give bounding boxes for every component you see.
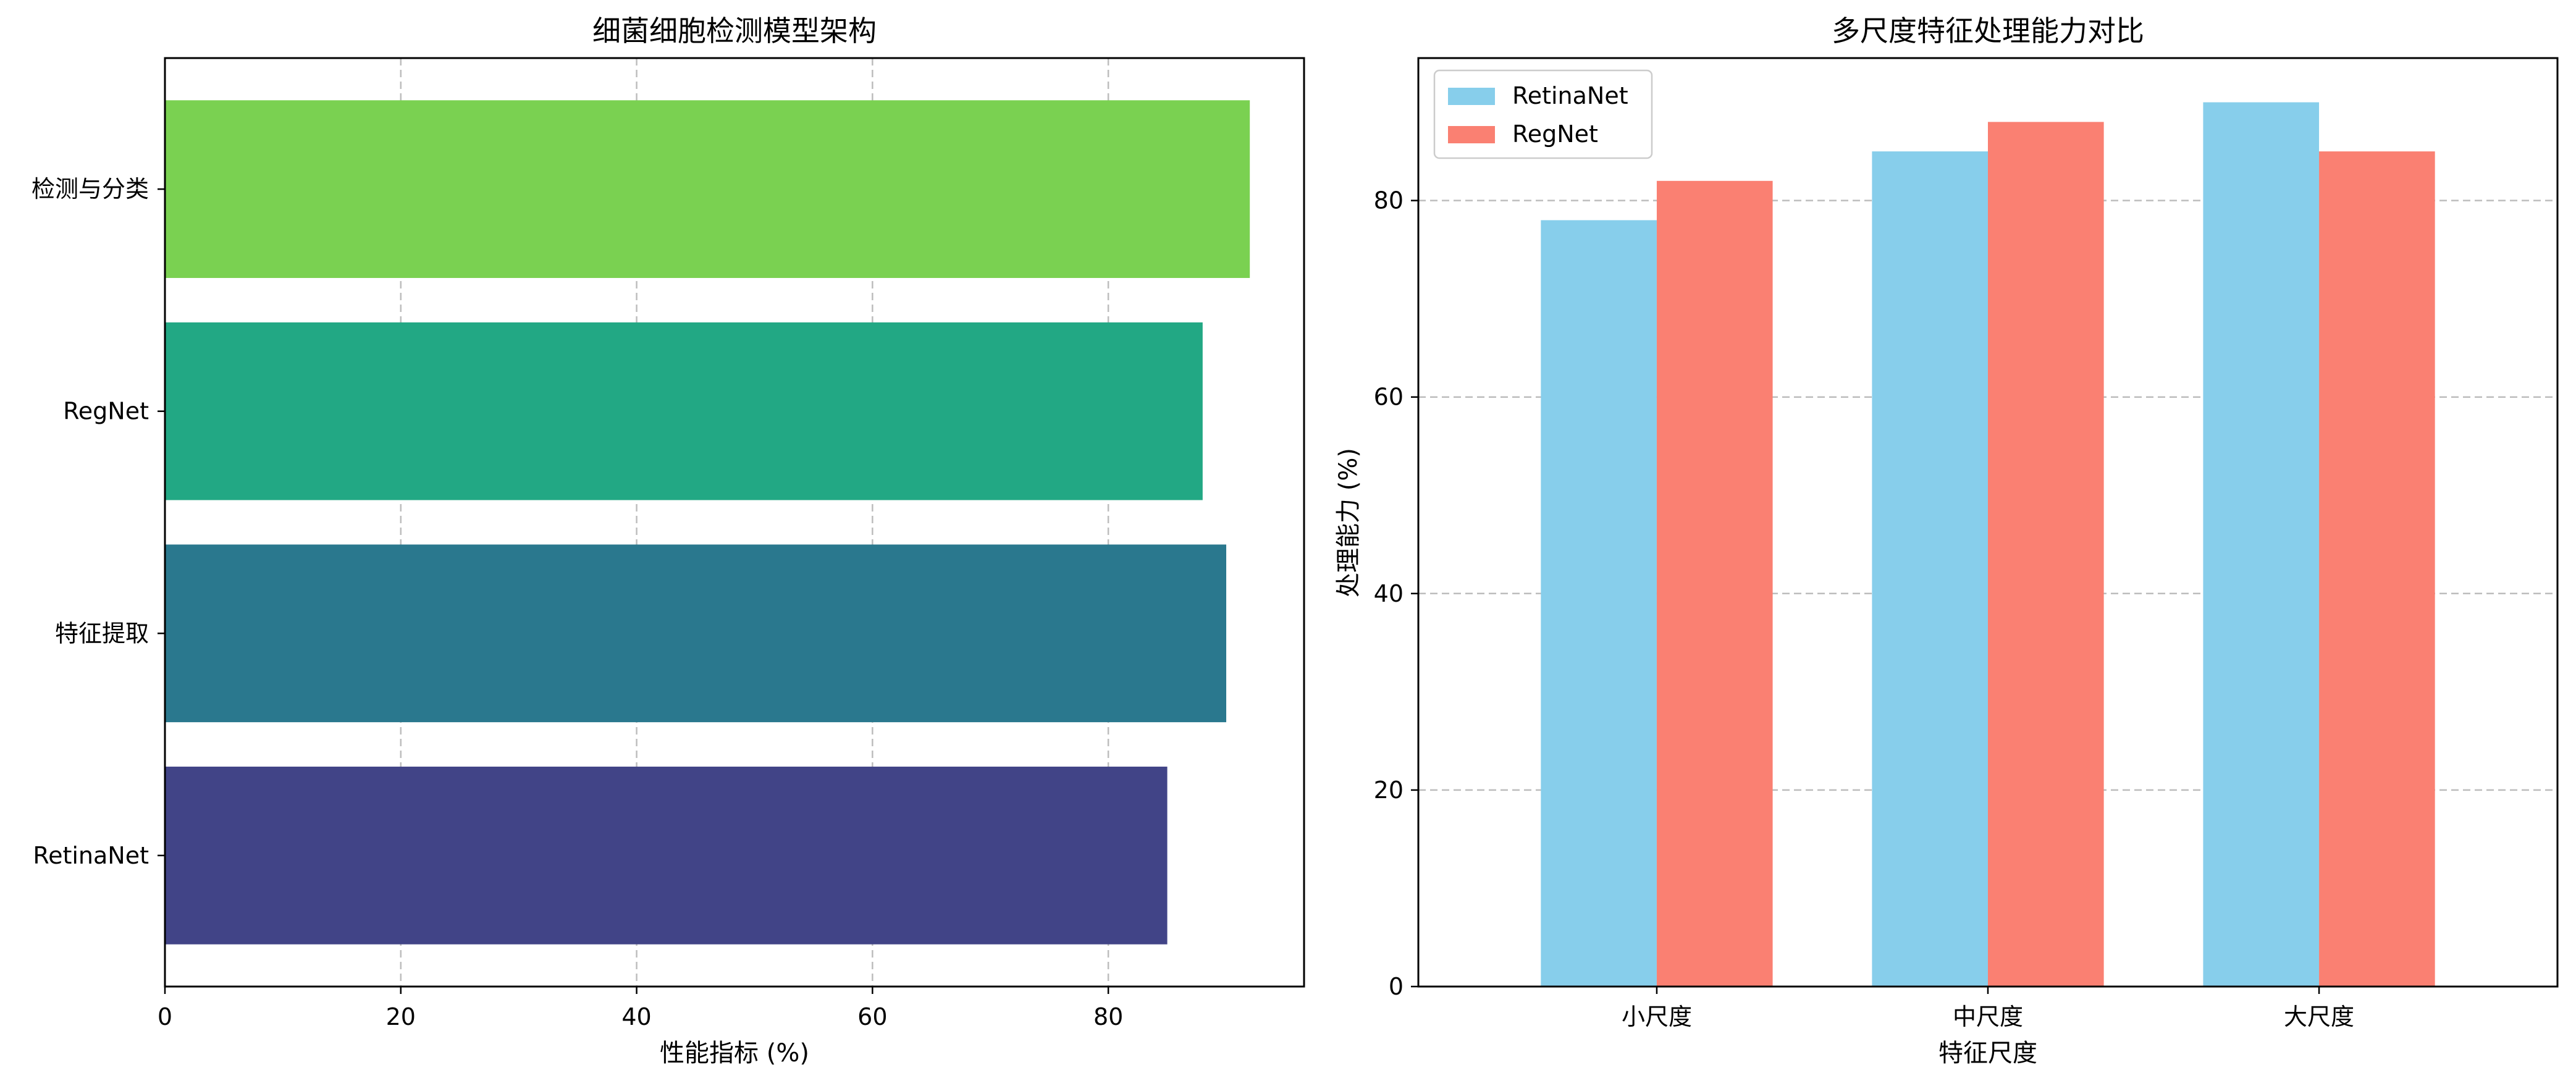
y-tick-label: 0: [1389, 973, 1404, 1000]
x-tick-label: 小尺度: [1622, 1003, 1692, 1030]
legend-label: RegNet: [1512, 120, 1598, 148]
bar-retinanet-1: [1541, 220, 1657, 987]
bar-regnet-2: [1988, 122, 2104, 987]
chart-model-architecture: 细菌细胞检测模型架构 0 20 40 60 80 RetinaNet 特征提取 RegNet…: [32, 14, 1305, 1067]
plot-frame: [164, 57, 1305, 988]
x-axis-ticks: 0 20 40 60 80: [158, 987, 1123, 1030]
chart-title: 细菌细胞检测模型架构: [592, 14, 877, 48]
x-axis-ticks: 小尺度 中尺度 大尺度: [1622, 987, 2354, 1030]
x-tick-label: 20: [386, 1003, 416, 1030]
x-tick-label: 大尺度: [2284, 1003, 2354, 1030]
x-tick-label: 40: [621, 1003, 651, 1030]
x-tick-label: 中尺度: [1953, 1003, 2023, 1030]
legend-label: RetinaNet: [1512, 82, 1628, 109]
x-axis-label: 性能指标 (%): [660, 1039, 809, 1067]
y-axis-ticks: RetinaNet 特征提取 RegNet 检测与分类: [32, 175, 165, 869]
bar-retinanet-2: [1872, 151, 1988, 987]
y-tick-label: 40: [1374, 580, 1404, 607]
bars: [165, 100, 1250, 945]
bar-1: [165, 767, 1168, 945]
y-tick-label: RegNet: [63, 398, 149, 425]
y-tick-label: RetinaNet: [33, 842, 149, 869]
x-tick-label: 60: [857, 1003, 887, 1030]
x-axis-label: 特征尺度: [1938, 1039, 2037, 1067]
y-tick-label: 20: [1374, 777, 1404, 804]
legend-swatch: [1448, 88, 1495, 105]
y-tick-label: 60: [1374, 384, 1404, 411]
bar-regnet-1: [1656, 180, 1773, 987]
x-tick-label: 80: [1093, 1003, 1123, 1030]
chart-multiscale-comparison: 多尺度特征处理能力对比 小尺度 中尺度 大尺度 0 20 40 60 80 特征尺度 处理能…: [1334, 14, 2559, 1067]
bar-retinanet-3: [2203, 102, 2320, 987]
legend: RetinaNet RegNet: [1433, 69, 1653, 159]
y-axis-ticks: 0 20 40 60 80: [1374, 187, 1418, 1000]
bar-3: [165, 322, 1203, 500]
y-tick-label: 检测与分类: [32, 175, 149, 203]
bars: [1541, 102, 2435, 987]
x-tick-label: 0: [158, 1003, 172, 1030]
y-tick-label: 80: [1374, 187, 1404, 214]
legend-swatch: [1448, 126, 1495, 143]
y-axis-label: 处理能力 (%): [1334, 448, 1363, 597]
chart-title: 多尺度特征处理能力对比: [1832, 14, 2144, 48]
bar-regnet-3: [2319, 151, 2435, 987]
bar-4: [165, 100, 1250, 278]
bar-2: [165, 544, 1227, 723]
y-tick-label: 特征提取: [55, 620, 149, 647]
